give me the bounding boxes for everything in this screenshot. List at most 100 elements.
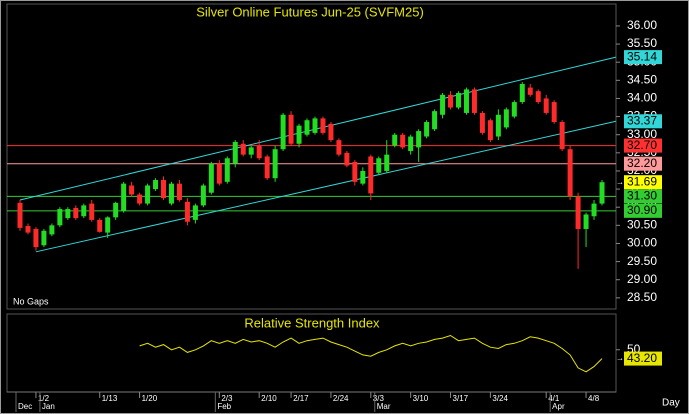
x-tick-label: 3/3 <box>373 394 385 403</box>
candle-body <box>73 207 79 219</box>
x-tick-label: 1/13 <box>102 394 118 403</box>
y-tick-label: 29.50 <box>627 254 657 268</box>
chart-title: Silver Online Futures Jun-25 (SVFM25) <box>196 4 424 19</box>
x-tick-label: 3/17 <box>453 394 469 403</box>
candle-body <box>121 183 127 211</box>
channel-label-bg <box>624 114 662 129</box>
candle-body <box>599 182 605 204</box>
candle-body <box>384 154 390 171</box>
candle-body <box>455 93 461 108</box>
channel-line <box>35 120 617 253</box>
candle-body <box>519 83 525 103</box>
candle-body <box>216 163 222 184</box>
month-label: Feb <box>217 402 231 411</box>
level-label-bg <box>624 203 662 218</box>
candle-body <box>153 180 159 190</box>
rsi-title: Relative Strength Index <box>244 315 380 330</box>
y-tick-label: 34.50 <box>627 72 657 86</box>
candle-body <box>168 183 174 204</box>
candle-body <box>344 152 350 166</box>
candle-body <box>591 203 597 217</box>
candle-body <box>208 163 214 193</box>
channel-label: 35.14 <box>627 49 657 63</box>
candle-body <box>65 209 71 219</box>
candle-body <box>296 125 302 144</box>
level-label: 31.30 <box>627 189 657 203</box>
x-tick-label: 2/17 <box>293 394 309 403</box>
y-tick-label: 34.00 <box>627 91 657 105</box>
candle-body <box>376 158 382 173</box>
y-tick-label: 28.50 <box>627 290 657 304</box>
candle-body <box>495 114 501 137</box>
level-label: 32.20 <box>627 156 657 170</box>
candle-body <box>567 149 573 197</box>
rsi-line <box>139 334 603 373</box>
candle-body <box>432 111 438 130</box>
candle-body <box>224 158 230 182</box>
footnote: No Gaps <box>13 296 49 306</box>
candle-body <box>57 209 63 226</box>
candle-body <box>559 122 565 150</box>
y-tick-label: 36.00 <box>627 18 657 32</box>
rsi-panel <box>6 313 617 393</box>
x-tick-label: 2/3 <box>221 394 233 403</box>
x-unit: Day <box>662 398 680 409</box>
candle-body <box>543 98 549 113</box>
y-tick-label: 29.00 <box>627 272 657 286</box>
candle-body <box>312 118 318 133</box>
month-label: Mar <box>377 402 391 411</box>
rsi-value-label: 43.20 <box>627 351 657 365</box>
candle-body <box>41 230 47 246</box>
candle-body <box>583 214 589 229</box>
level-label-bg <box>624 138 662 153</box>
candle-body <box>272 149 278 179</box>
candle-body <box>280 114 286 150</box>
month-label: Jan <box>42 402 55 411</box>
candle-body <box>113 202 119 218</box>
candle-body <box>33 228 39 248</box>
rsi-value-label-bg <box>624 351 662 366</box>
last-arrow: → <box>616 354 624 363</box>
candle-body <box>248 147 254 155</box>
candle-body <box>440 94 446 115</box>
candle-body <box>527 87 533 95</box>
y-tick-label: 33.00 <box>627 127 657 141</box>
candle-body <box>200 185 206 206</box>
y-tick-label: 30.00 <box>627 236 657 250</box>
candle-body <box>400 134 406 148</box>
level-label-bg <box>624 156 662 171</box>
candle-body <box>487 120 493 141</box>
candle-body <box>97 219 103 232</box>
candle-body <box>184 201 190 222</box>
x-tick-label: 1/20 <box>142 394 158 403</box>
x-tick-label: 2/24 <box>333 394 349 403</box>
candle-body <box>25 226 31 233</box>
candle-body <box>137 194 143 204</box>
candle-body <box>535 91 541 103</box>
y-tick-label: 30.50 <box>627 218 657 232</box>
level-label-bg <box>624 189 662 204</box>
candle-body <box>81 205 87 217</box>
x-tick-label: 1/2 <box>38 394 50 403</box>
candle-body <box>17 202 23 228</box>
candle-body <box>89 203 95 220</box>
candle-body <box>503 109 509 128</box>
candle-body <box>256 145 262 159</box>
candle-body <box>392 134 398 146</box>
candle-body <box>161 180 167 199</box>
candle-body <box>320 118 326 133</box>
candle-body <box>408 136 414 152</box>
channel-label: 33.37 <box>627 113 657 127</box>
last-price-label: 31.69 <box>627 174 657 188</box>
last-price-label-bg <box>624 175 662 190</box>
candle-body <box>129 185 135 195</box>
month-label: Dec <box>18 402 32 411</box>
month-label: Apr <box>552 402 565 411</box>
candle-body <box>360 170 366 184</box>
x-tick-label: 4/8 <box>588 394 600 403</box>
candle-body <box>352 161 358 182</box>
price-panel <box>6 3 617 310</box>
candle-body <box>232 141 238 164</box>
candle-body <box>448 94 454 108</box>
candle-body <box>424 122 430 137</box>
